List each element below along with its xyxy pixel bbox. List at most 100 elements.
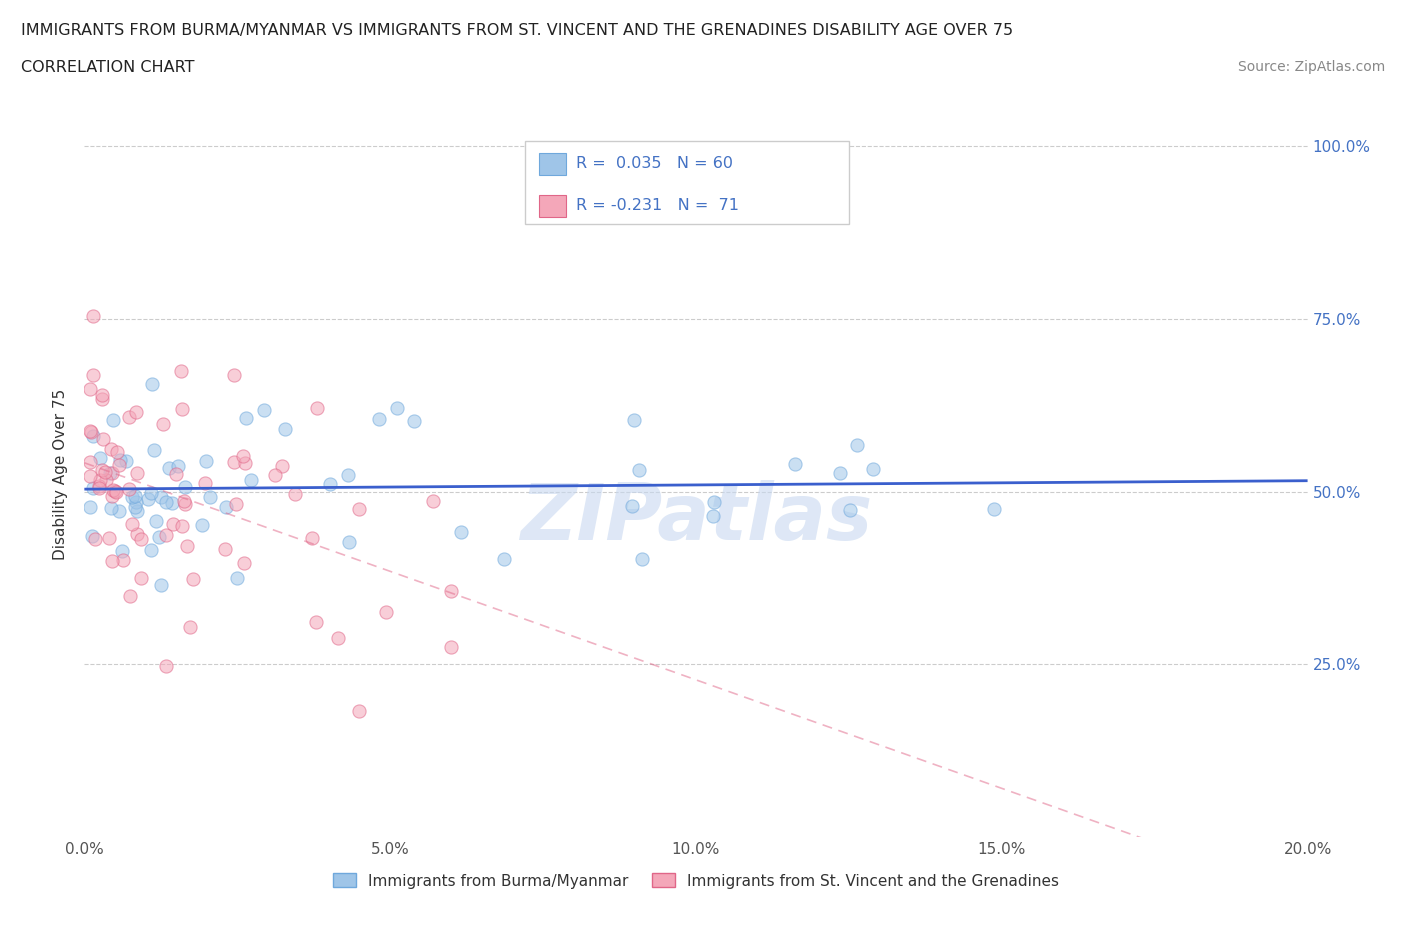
Point bbox=[139, 486, 162, 501]
Point bbox=[328, 631, 350, 645]
Point bbox=[118, 588, 141, 603]
Point bbox=[129, 571, 152, 586]
Point bbox=[845, 438, 868, 453]
Point bbox=[273, 421, 295, 436]
Point bbox=[80, 529, 103, 544]
Point bbox=[155, 658, 177, 673]
Point bbox=[173, 494, 195, 509]
Text: R = -0.231   N =  71: R = -0.231 N = 71 bbox=[576, 198, 740, 213]
Point bbox=[174, 496, 197, 511]
Point bbox=[783, 457, 806, 472]
Point bbox=[319, 476, 342, 491]
Point bbox=[100, 488, 122, 503]
Text: Source: ZipAtlas.com: Source: ZipAtlas.com bbox=[1237, 60, 1385, 74]
Point bbox=[108, 453, 131, 468]
Point bbox=[83, 531, 105, 546]
Point bbox=[111, 543, 134, 558]
Point bbox=[375, 604, 398, 619]
Point bbox=[232, 448, 254, 463]
Point bbox=[176, 539, 198, 554]
Point bbox=[627, 462, 650, 477]
Point bbox=[215, 499, 238, 514]
Point bbox=[631, 551, 654, 566]
Point bbox=[301, 530, 323, 545]
Point bbox=[94, 465, 117, 480]
Point bbox=[152, 417, 174, 432]
Point bbox=[450, 525, 472, 539]
Point bbox=[179, 619, 201, 634]
Point bbox=[337, 468, 360, 483]
Point bbox=[385, 401, 408, 416]
Point bbox=[284, 486, 307, 501]
Point bbox=[170, 364, 193, 379]
Text: ZIPatlas: ZIPatlas bbox=[520, 480, 872, 556]
Point bbox=[139, 542, 162, 557]
Y-axis label: Disability Age Over 75: Disability Age Over 75 bbox=[53, 389, 69, 560]
Point bbox=[702, 509, 724, 524]
Point bbox=[101, 483, 124, 498]
Point bbox=[224, 367, 246, 382]
Point bbox=[191, 518, 214, 533]
Point bbox=[271, 458, 294, 473]
Point bbox=[155, 528, 177, 543]
Point bbox=[87, 481, 110, 496]
Point bbox=[181, 571, 204, 586]
Point bbox=[422, 494, 444, 509]
Point bbox=[195, 453, 218, 468]
Point bbox=[111, 553, 134, 568]
Point bbox=[368, 411, 391, 426]
Point bbox=[141, 376, 163, 391]
Point bbox=[160, 496, 183, 511]
Point bbox=[82, 481, 104, 496]
Point bbox=[79, 381, 101, 396]
Point bbox=[79, 469, 101, 484]
Point bbox=[82, 367, 104, 382]
Point bbox=[233, 556, 256, 571]
Point bbox=[224, 454, 246, 469]
Point bbox=[145, 514, 167, 529]
Point bbox=[98, 530, 121, 545]
Point bbox=[214, 541, 236, 556]
Point bbox=[174, 480, 197, 495]
Point bbox=[107, 458, 129, 472]
Point bbox=[105, 445, 128, 459]
Point bbox=[89, 450, 111, 465]
Point bbox=[167, 458, 190, 473]
Point bbox=[79, 423, 101, 438]
Point bbox=[149, 578, 172, 592]
Bar bbox=[540, 153, 567, 175]
Point bbox=[159, 461, 181, 476]
Point bbox=[142, 442, 165, 457]
Point bbox=[494, 552, 516, 567]
Point bbox=[100, 500, 122, 515]
Point bbox=[838, 502, 860, 517]
Point bbox=[162, 516, 184, 531]
Point bbox=[828, 466, 851, 481]
Point bbox=[194, 475, 217, 490]
Point bbox=[91, 432, 114, 446]
Text: IMMIGRANTS FROM BURMA/MYANMAR VS IMMIGRANTS FROM ST. VINCENT AND THE GRENADINES : IMMIGRANTS FROM BURMA/MYANMAR VS IMMIGRA… bbox=[21, 23, 1014, 38]
Point bbox=[101, 466, 124, 481]
Point bbox=[96, 472, 118, 487]
Point bbox=[89, 472, 111, 487]
Point bbox=[90, 392, 112, 406]
Point bbox=[80, 425, 103, 440]
Point bbox=[440, 640, 463, 655]
Point bbox=[155, 495, 177, 510]
Point bbox=[124, 488, 146, 503]
Point bbox=[703, 495, 725, 510]
Point bbox=[170, 402, 193, 417]
Point bbox=[198, 490, 221, 505]
Point bbox=[124, 405, 146, 419]
Point bbox=[404, 414, 426, 429]
Point bbox=[165, 467, 187, 482]
Point bbox=[149, 490, 172, 505]
Point bbox=[240, 472, 263, 487]
Point bbox=[90, 388, 112, 403]
Point bbox=[129, 532, 152, 547]
Point bbox=[233, 456, 256, 471]
Point bbox=[226, 571, 249, 586]
Point bbox=[107, 503, 129, 518]
Point bbox=[305, 400, 328, 415]
Point bbox=[440, 584, 463, 599]
